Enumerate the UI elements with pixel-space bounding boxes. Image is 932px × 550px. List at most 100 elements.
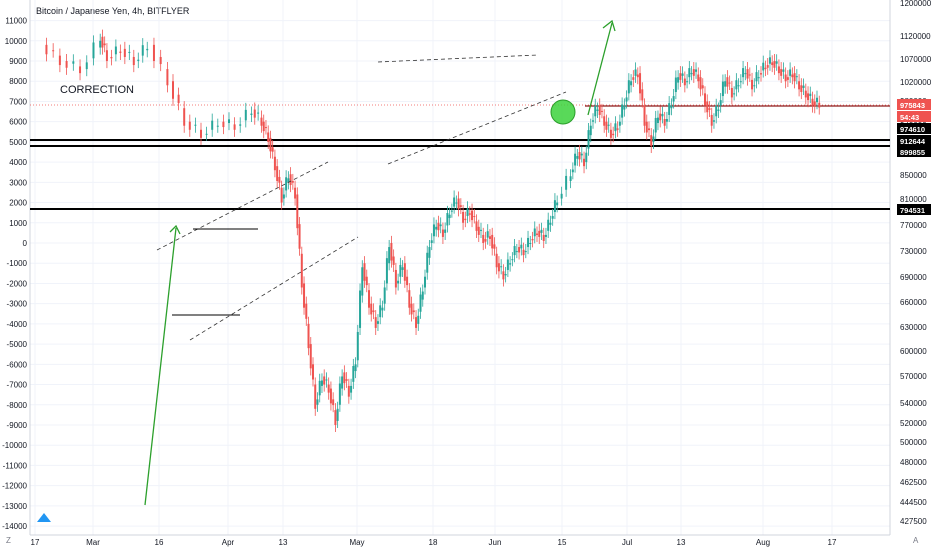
candle-body [303,283,306,308]
candle-body [643,105,646,126]
right-axis-tick: 500000 [900,438,927,447]
candle-body [730,87,733,98]
candle-body [585,152,588,163]
left-axis-tick: -11000 [3,461,28,470]
candle-body [85,62,88,70]
candle-body [735,80,738,90]
candle-body [683,78,686,86]
price-tag [897,135,931,146]
candle-body [309,344,312,369]
target-circle[interactable] [550,99,576,125]
candle-body [645,121,648,133]
candle-body [656,117,659,124]
candle-body [688,68,691,78]
candle-body [260,117,263,126]
candle-body [250,113,253,115]
candle-body [536,233,538,235]
candle-body [257,112,260,114]
candle-body [401,267,404,270]
candle-body [553,200,556,212]
candle-body [103,43,106,46]
candle-body [701,85,704,89]
left-axis-tick: -12000 [2,482,27,491]
candle-body [307,323,310,349]
candle-body [65,61,68,68]
candle-body [352,366,355,382]
candle-body [448,214,451,219]
candle-body [596,109,599,111]
x-axis-tick: 15 [558,538,567,547]
candle-body [403,263,406,281]
candle-body [177,94,180,104]
candle-body [674,77,677,93]
candle-body [627,80,630,94]
candle-body [697,74,700,82]
candle-body [119,51,122,53]
candle-body [706,101,709,113]
candle-body [146,48,149,51]
channel-upper-dashed [156,161,329,251]
candle-body [374,317,377,328]
candle-body [471,210,474,221]
correction-label: CORRECTION [60,84,134,96]
candle-body [462,211,465,223]
left-axis-tick: -5000 [7,340,28,349]
candle-body [632,77,635,80]
candle-body [426,252,429,273]
candle-body [719,100,722,106]
candle-body [524,251,527,253]
candle-body [444,229,447,233]
candle-body [775,61,778,64]
candle-body [412,310,415,313]
candle-body [764,67,767,70]
candle-body [132,56,135,66]
candle-body [450,210,453,212]
x-axis-tick: 17 [828,538,837,547]
candle-body [594,105,597,117]
candle-body [282,194,285,199]
candle-body [475,221,478,231]
candle-body [365,276,368,286]
candle-body [605,121,608,130]
candle-body [574,153,577,166]
right-axis-tick: 730000 [900,247,927,256]
candle-body [276,166,279,181]
right-axis-tick: 600000 [900,347,927,356]
candle-body [271,147,274,152]
candle-body [484,238,487,242]
right-axis-tick: 462500 [900,478,927,487]
candle-body [784,74,787,82]
candle-body [609,129,612,138]
candle-body [663,118,666,126]
candle-body [399,264,402,277]
candle-body [762,62,765,71]
candle-body [273,156,276,171]
candle-body [531,238,534,241]
candle-body [798,81,801,90]
candle-body [621,104,624,118]
candle-body [52,50,55,52]
candle-body [325,379,328,381]
x-axis-tick: Apr [222,538,235,547]
candle-body [724,81,727,87]
right-axis-tick: 850000 [900,171,927,180]
candle-body [408,290,411,308]
candle-body [549,222,552,225]
candle-body [739,81,742,83]
x-axis-tick: Mar [86,538,100,547]
candle-body [641,89,644,101]
candle-body [699,77,702,90]
left-axis-tick: -7000 [7,381,28,390]
candle-body [159,56,162,65]
candle-body [211,120,214,130]
candle-body [336,408,339,421]
x-axis-tick: 13 [279,538,288,547]
candle-body [560,193,563,199]
candle-body [253,109,256,118]
candle-body [370,303,373,315]
candle-body [777,66,780,74]
candle-body [200,129,202,138]
left-axis-tick: 5000 [9,138,27,147]
candle-body [529,243,532,244]
